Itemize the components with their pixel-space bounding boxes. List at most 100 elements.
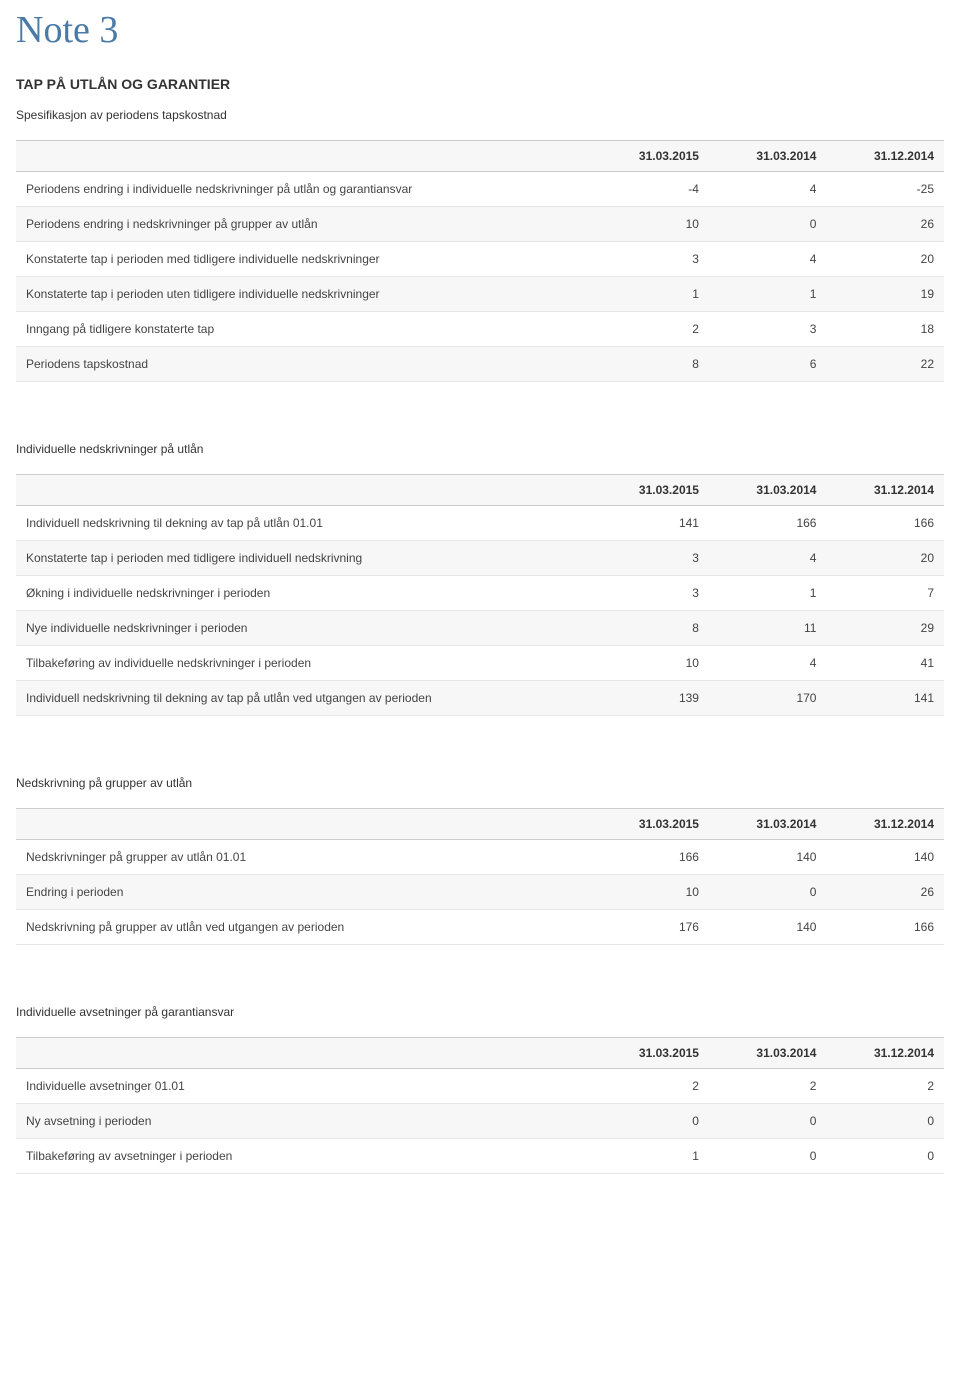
cell-value: 3 <box>709 312 827 347</box>
cell-value: 1 <box>709 576 827 611</box>
row-label: Endring i perioden <box>16 875 591 910</box>
tables-container: Spesifikasjon av periodens tapskostnad31… <box>16 108 944 1174</box>
cell-value: 7 <box>826 576 944 611</box>
column-header: 31.03.2015 <box>591 475 709 506</box>
table-row: Endring i perioden10026 <box>16 875 944 910</box>
cell-value: 3 <box>591 242 709 277</box>
cell-value: 26 <box>826 875 944 910</box>
cell-value: 140 <box>709 910 827 945</box>
row-label: Periodens endring i nedskrivninger på gr… <box>16 207 591 242</box>
cell-value: 141 <box>591 506 709 541</box>
table-row: Individuell nedskrivning til dekning av … <box>16 506 944 541</box>
section-title: Individuelle avsetninger på garantiansva… <box>16 1005 944 1019</box>
cell-value: 10 <box>591 646 709 681</box>
cell-value: 22 <box>826 347 944 382</box>
cell-value: 4 <box>709 242 827 277</box>
table-row: Nedskrivninger på grupper av utlån 01.01… <box>16 840 944 875</box>
table-row: Periodens tapskostnad8622 <box>16 347 944 382</box>
cell-value: 0 <box>709 1104 827 1139</box>
cell-value: 6 <box>709 347 827 382</box>
cell-value: 166 <box>591 840 709 875</box>
page-title: Note 3 <box>16 8 944 52</box>
column-header-label <box>16 141 591 172</box>
cell-value: 10 <box>591 875 709 910</box>
cell-value: 3 <box>591 541 709 576</box>
cell-value: 11 <box>709 611 827 646</box>
section-title: Spesifikasjon av periodens tapskostnad <box>16 108 944 122</box>
column-header: 31.12.2014 <box>826 475 944 506</box>
cell-value: 170 <box>709 681 827 716</box>
row-label: Periodens tapskostnad <box>16 347 591 382</box>
column-header: 31.03.2015 <box>591 809 709 840</box>
cell-value: 8 <box>591 347 709 382</box>
cell-value: 2 <box>709 1069 827 1104</box>
row-label: Økning i individuelle nedskrivninger i p… <box>16 576 591 611</box>
cell-value: 18 <box>826 312 944 347</box>
column-header: 31.12.2014 <box>826 1038 944 1069</box>
row-label: Inngang på tidligere konstaterte tap <box>16 312 591 347</box>
data-table: 31.03.201531.03.201431.12.2014Individuel… <box>16 474 944 716</box>
row-label: Tilbakeføring av avsetninger i perioden <box>16 1139 591 1174</box>
row-label: Nedskrivninger på grupper av utlån 01.01 <box>16 840 591 875</box>
cell-value: 29 <box>826 611 944 646</box>
table-row: Tilbakeføring av individuelle nedskrivni… <box>16 646 944 681</box>
cell-value: 20 <box>826 242 944 277</box>
cell-value: 141 <box>826 681 944 716</box>
cell-value: 10 <box>591 207 709 242</box>
cell-value: 166 <box>826 910 944 945</box>
cell-value: 0 <box>709 207 827 242</box>
column-header: 31.03.2015 <box>591 141 709 172</box>
cell-value: 0 <box>826 1104 944 1139</box>
table-row: Periodens endring i nedskrivninger på gr… <box>16 207 944 242</box>
cell-value: 26 <box>826 207 944 242</box>
cell-value: 0 <box>709 875 827 910</box>
table-row: Inngang på tidligere konstaterte tap2318 <box>16 312 944 347</box>
cell-value: 0 <box>591 1104 709 1139</box>
cell-value: 0 <box>709 1139 827 1174</box>
cell-value: 2 <box>591 1069 709 1104</box>
table-row: Konstaterte tap i perioden med tidligere… <box>16 242 944 277</box>
row-label: Konstaterte tap i perioden uten tidliger… <box>16 277 591 312</box>
cell-value: 140 <box>709 840 827 875</box>
cell-value: 139 <box>591 681 709 716</box>
row-label: Individuell nedskrivning til dekning av … <box>16 681 591 716</box>
cell-value: 4 <box>709 646 827 681</box>
cell-value: 8 <box>591 611 709 646</box>
cell-value: 20 <box>826 541 944 576</box>
row-label: Konstaterte tap i perioden med tidligere… <box>16 242 591 277</box>
column-header: 31.03.2014 <box>709 475 827 506</box>
table-row: Tilbakeføring av avsetninger i perioden1… <box>16 1139 944 1174</box>
cell-value: 19 <box>826 277 944 312</box>
section-title: Nedskrivning på grupper av utlån <box>16 776 944 790</box>
cell-value: 4 <box>709 172 827 207</box>
column-header: 31.12.2014 <box>826 809 944 840</box>
cell-value: 41 <box>826 646 944 681</box>
cell-value: -25 <box>826 172 944 207</box>
table-row: Periodens endring i individuelle nedskri… <box>16 172 944 207</box>
table-row: Nedskrivning på grupper av utlån ved utg… <box>16 910 944 945</box>
cell-value: 2 <box>826 1069 944 1104</box>
column-header: 31.03.2014 <box>709 809 827 840</box>
cell-value: 2 <box>591 312 709 347</box>
cell-value: 1 <box>591 277 709 312</box>
section-title: Individuelle nedskrivninger på utlån <box>16 442 944 456</box>
row-label: Konstaterte tap i perioden med tidligere… <box>16 541 591 576</box>
table-row: Nye individuelle nedskrivninger i period… <box>16 611 944 646</box>
page-heading: TAP PÅ UTLÅN OG GARANTIER <box>16 76 944 92</box>
row-label: Nye individuelle nedskrivninger i period… <box>16 611 591 646</box>
column-header: 31.03.2015 <box>591 1038 709 1069</box>
cell-value: 140 <box>826 840 944 875</box>
cell-value: 1 <box>591 1139 709 1174</box>
table-row: Økning i individuelle nedskrivninger i p… <box>16 576 944 611</box>
cell-value: 1 <box>709 277 827 312</box>
cell-value: 166 <box>826 506 944 541</box>
column-header: 31.03.2014 <box>709 1038 827 1069</box>
column-header: 31.03.2014 <box>709 141 827 172</box>
table-row: Ny avsetning i perioden000 <box>16 1104 944 1139</box>
row-label: Individuelle avsetninger 01.01 <box>16 1069 591 1104</box>
cell-value: 166 <box>709 506 827 541</box>
cell-value: 176 <box>591 910 709 945</box>
table-row: Konstaterte tap i perioden med tidligere… <box>16 541 944 576</box>
table-row: Individuelle avsetninger 01.01222 <box>16 1069 944 1104</box>
cell-value: 3 <box>591 576 709 611</box>
